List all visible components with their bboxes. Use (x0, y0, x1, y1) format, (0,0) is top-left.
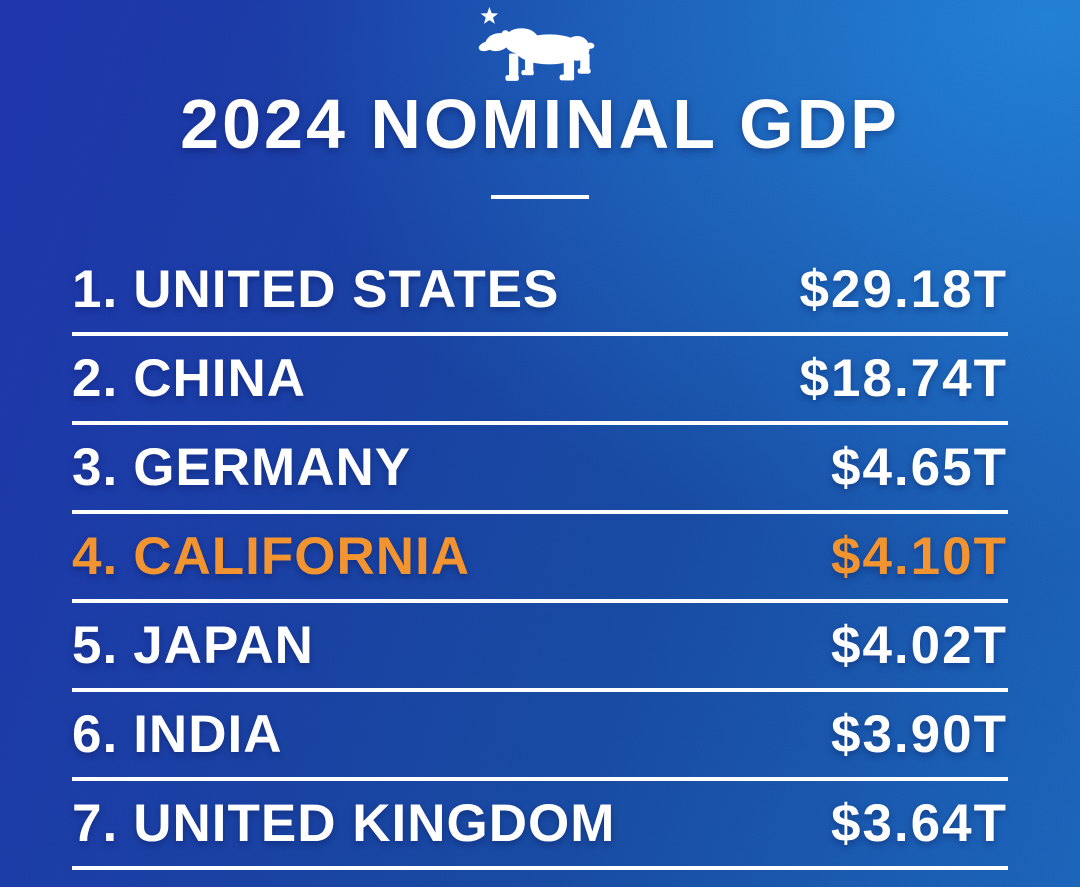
gdp-row-united-states: 1. UNITED STATES $29.18T (72, 247, 1008, 336)
row-label: 6. INDIA (72, 704, 282, 765)
row-name: UNITED STATES (133, 260, 560, 319)
row-name: INDIA (133, 705, 283, 764)
row-rank: 1. (72, 260, 119, 319)
row-rank: 2. (72, 349, 119, 408)
row-value: $29.18T (799, 260, 1008, 319)
gdp-ranking-list: 1. UNITED STATES $29.18T 2. CHINA $18.74… (72, 247, 1008, 870)
row-name: GERMANY (133, 438, 412, 497)
row-rank: 5. (72, 616, 119, 675)
row-label: 3. GERMANY (72, 437, 411, 498)
row-rank: 6. (72, 705, 119, 764)
gdp-row-california: 4. CALIFORNIA $4.10T (72, 514, 1008, 603)
row-value: $4.65T (830, 438, 1008, 497)
gdp-row-india: 6. INDIA $3.90T (72, 692, 1008, 781)
row-name: CALIFORNIA (133, 527, 471, 586)
gdp-row-china: 2. CHINA $18.74T (72, 336, 1008, 425)
row-label: 5. JAPAN (72, 615, 314, 676)
row-rank: 7. (72, 794, 119, 853)
row-name: CHINA (133, 349, 307, 408)
gdp-row-japan: 5. JAPAN $4.02T (72, 603, 1008, 692)
california-bear-icon (478, 7, 595, 81)
row-label: 7. UNITED KINGDOM (72, 793, 615, 854)
row-rank: 4. (72, 527, 119, 586)
row-value: $18.74T (799, 349, 1008, 408)
row-label: 1. UNITED STATES (72, 259, 559, 320)
star-icon (480, 7, 499, 24)
gdp-row-germany: 3. GERMANY $4.65T (72, 425, 1008, 514)
gdp-row-united-kingdom: 7. UNITED KINGDOM $3.64T (72, 781, 1008, 870)
row-name: UNITED KINGDOM (133, 794, 616, 853)
page-title: 2024 NOMINAL GDP (180, 84, 900, 163)
row-value: $4.10T (830, 527, 1008, 586)
row-value: $3.64T (830, 794, 1008, 853)
row-label: 4. CALIFORNIA (72, 526, 470, 587)
row-value: $3.90T (830, 705, 1008, 764)
row-rank: 3. (72, 438, 119, 497)
title-divider (491, 194, 589, 199)
row-label: 2. CHINA (72, 348, 306, 409)
row-value: $4.02T (830, 616, 1008, 675)
row-name: JAPAN (133, 616, 314, 675)
poster-header: 2024 NOMINAL GDP (0, 0, 1080, 199)
